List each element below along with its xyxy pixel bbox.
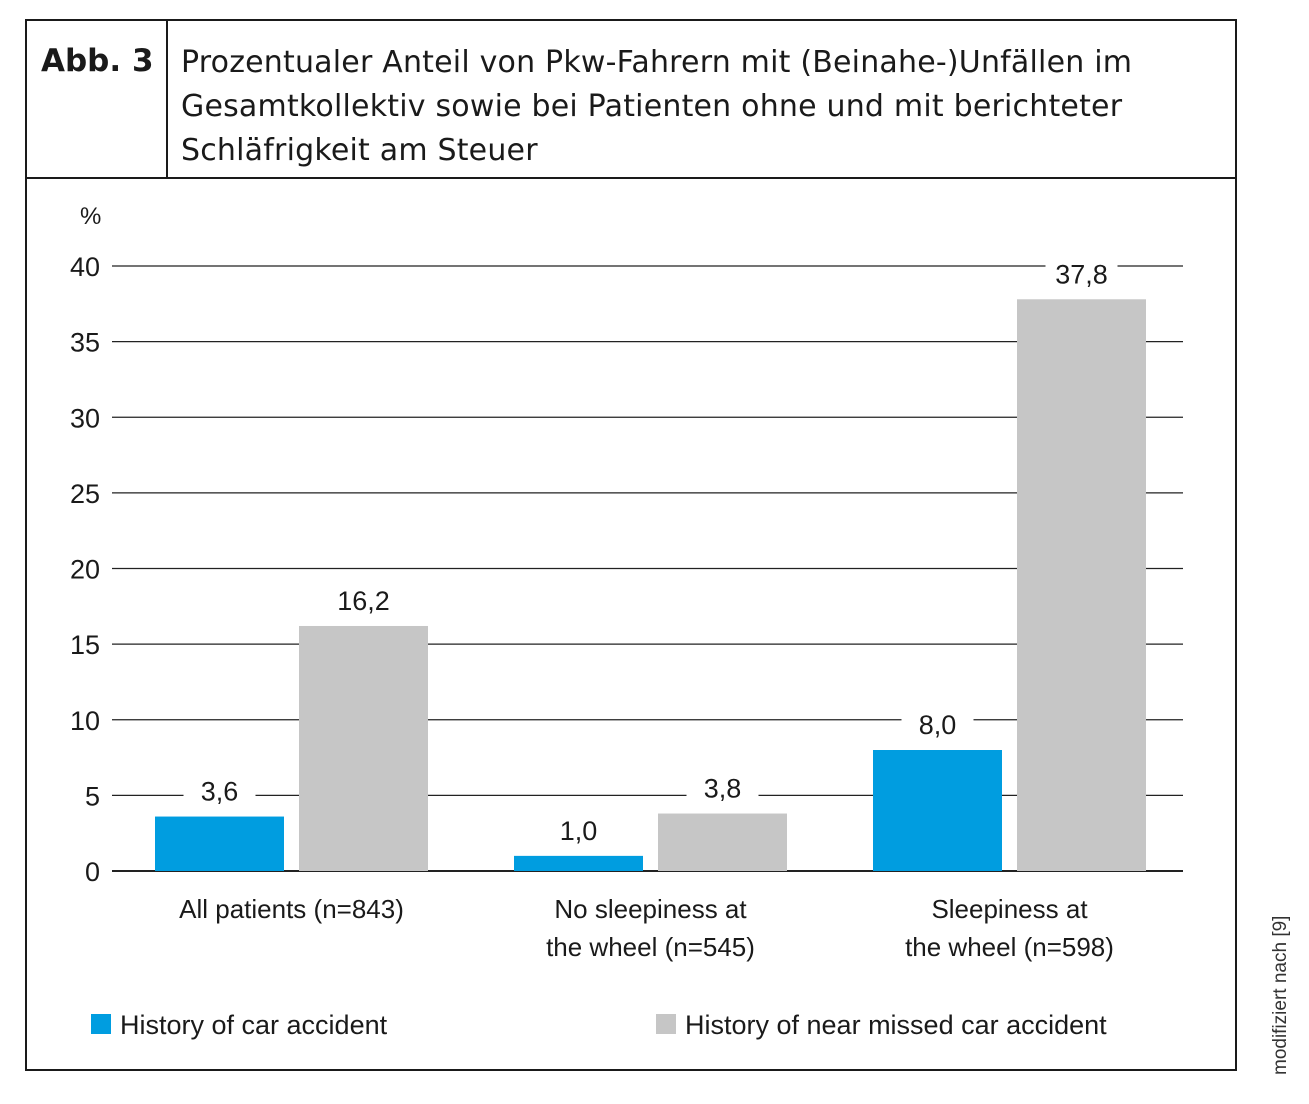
bar-near-missed-accident — [1017, 299, 1146, 871]
figure-frame: Abb. 3 Prozentualer Anteil von Pkw-Fahre… — [25, 19, 1237, 1071]
legend-label: History of car accident — [120, 1010, 388, 1040]
figure-header: Abb. 3 Prozentualer Anteil von Pkw-Fahre… — [27, 21, 1235, 179]
data-label: 16,2 — [337, 586, 390, 616]
figure-title-line: Schläfrigkeit am Steuer — [181, 133, 538, 168]
figure-number: Abb. 3 — [27, 21, 168, 177]
bar-near-missed-accident — [299, 625, 428, 871]
data-label: 8,0 — [919, 710, 957, 740]
figure-title-line: Gesamtkollektiv sowie bei Patienten ohne… — [181, 89, 1123, 124]
y-axis-unit-label: % — [80, 203, 101, 230]
x-category-label: All patients (n=843) — [179, 894, 404, 924]
y-tick-label: 5 — [85, 781, 100, 811]
data-label: 3,6 — [201, 777, 239, 807]
data-label-background — [901, 708, 974, 742]
data-label-background — [542, 813, 615, 848]
x-category-label: the wheel (n=545) — [546, 932, 755, 962]
legend-swatch — [656, 1014, 676, 1034]
y-tick-label: 35 — [70, 328, 100, 358]
figure-title: Prozentualer Anteil von Pkw-Fahrern mit … — [181, 41, 1221, 173]
data-label: 3,8 — [704, 774, 742, 804]
bar-car-accident — [155, 816, 284, 871]
x-category-label: the wheel (n=598) — [905, 932, 1114, 962]
data-label-background — [327, 583, 400, 618]
figure-credit: modifiziert nach [9] — [1270, 915, 1291, 1075]
data-label-background — [686, 771, 759, 806]
y-tick-label: 20 — [70, 555, 100, 585]
y-tick-label: 40 — [70, 252, 100, 282]
x-category-label: No sleepiness at — [554, 894, 747, 924]
legend-label: History of near missed car accident — [685, 1010, 1107, 1040]
y-tick-label: 25 — [70, 479, 100, 509]
bar-near-missed-accident — [658, 813, 787, 871]
figure-title-line: Prozentualer Anteil von Pkw-Fahrern mit … — [181, 45, 1133, 80]
data-label: 1,0 — [560, 816, 598, 846]
data-label: 37,8 — [1055, 259, 1108, 289]
bar-car-accident — [514, 855, 643, 871]
legend-swatch — [91, 1014, 111, 1034]
bar-car-accident — [873, 750, 1002, 871]
y-tick-label: 15 — [70, 630, 100, 660]
x-category-label: Sleepiness at — [931, 894, 1088, 924]
data-label-background — [1045, 257, 1118, 292]
y-tick-label: 10 — [70, 706, 100, 736]
y-tick-label: 30 — [70, 403, 100, 433]
data-label-background — [183, 774, 256, 809]
y-tick-label: 0 — [85, 857, 100, 887]
